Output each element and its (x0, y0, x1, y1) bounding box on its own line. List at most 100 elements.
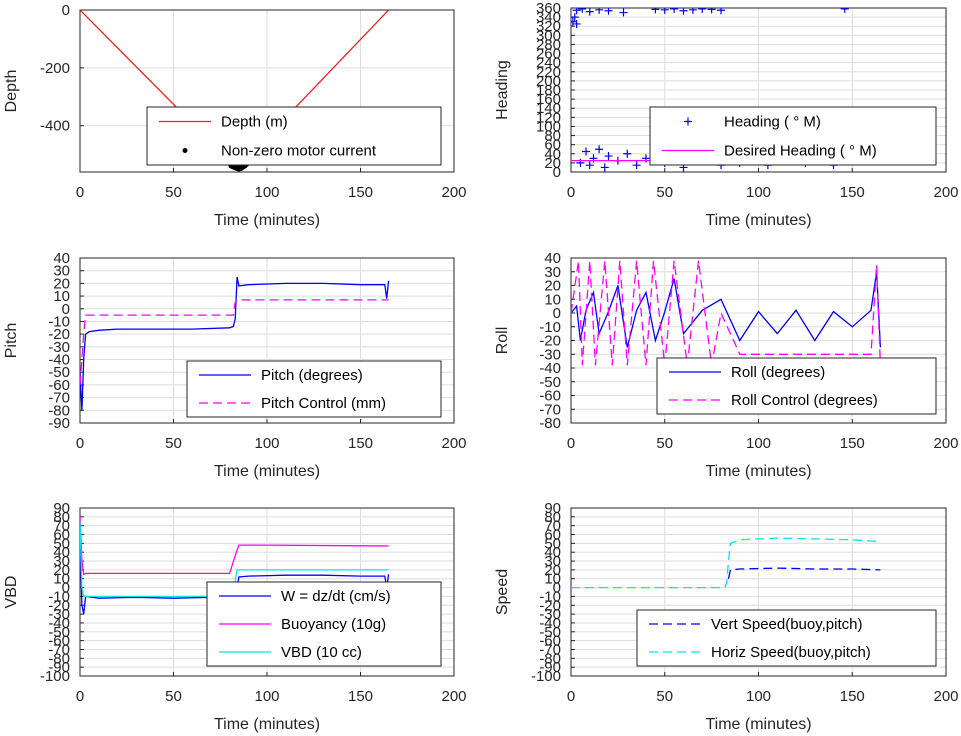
y-tick-label: -90 (48, 659, 70, 676)
data-point (604, 8, 613, 15)
legend-label: Heading ( ° M) (724, 114, 821, 131)
y-tick-label: 260 (536, 46, 561, 63)
data-point (595, 145, 604, 154)
y-tick-label: 0 (553, 305, 561, 322)
y-tick-label: -70 (48, 641, 70, 658)
x-tick-label: 200 (441, 688, 466, 705)
data-point (623, 149, 632, 158)
y-tick-label: -70 (48, 390, 70, 407)
y-tick-label: 10 (544, 291, 561, 308)
data-point (604, 152, 613, 161)
y-tick-label: 20 (544, 562, 561, 579)
legend-label: Roll Control (degrees) (731, 392, 878, 409)
y-tick-label: -70 (539, 641, 561, 658)
y-tick-label: -90 (539, 659, 561, 676)
y-tick-label: -50 (539, 624, 561, 641)
x-tick-label: 0 (76, 435, 84, 452)
legend-label: Vert Speed(buoy,pitch) (711, 616, 862, 633)
legend-label: Non-zero motor current (221, 143, 377, 160)
data-point (578, 8, 587, 13)
y-tick-label: 80 (53, 509, 70, 526)
y-tick-label: -90 (48, 415, 70, 432)
x-axis-label: Time (minutes) (705, 463, 811, 480)
legend: Roll (degrees) Roll Control (degrees) (656, 357, 937, 415)
x-tick-label: 50 (165, 435, 182, 452)
chart-panel-pitch: 0 50 100 150 200403020100-10-20-30-40-50-60-… (3, 250, 467, 480)
y-tick-label: 20 (544, 278, 561, 295)
y-tick-label: 80 (544, 509, 561, 526)
y-tick-label: 0 (62, 2, 70, 19)
data-point (595, 8, 604, 14)
y-tick-label: 40 (544, 544, 561, 561)
y-tick-label: -10 (48, 313, 70, 330)
x-tick-label: 0 (76, 184, 84, 201)
series-group (571, 537, 881, 589)
legend-label: Pitch (degrees) (261, 367, 363, 384)
x-tick-label: 150 (348, 688, 373, 705)
y-tick-label: 180 (536, 82, 561, 99)
x-tick-label: 150 (348, 184, 373, 201)
legend-box (146, 106, 442, 166)
y-tick-label: -100 (531, 668, 561, 685)
y-tick-label: -80 (48, 650, 70, 667)
x-tick-label: 50 (656, 184, 673, 201)
series-line (727, 567, 881, 579)
chart-panel-speed: 0 50 100 150 2009080706050403020100-10-20-30… (494, 500, 959, 733)
data-point (585, 8, 594, 16)
x-tick-label: 200 (933, 688, 958, 705)
chart-panel-depth: 0 50 100 150 200 0 -200 -400 Time (minutes) Depth… (3, 2, 467, 229)
x-tick-label: 0 (567, 435, 575, 452)
legend-swatch (182, 148, 188, 153)
y-tick-label: -40 (539, 360, 561, 377)
y-tick-label: 40 (53, 544, 70, 561)
y-tick-label: 10 (53, 288, 70, 305)
x-axis-label: Time (minutes) (214, 716, 320, 733)
x-tick-label: 200 (441, 184, 466, 201)
y-tick-label: 90 (544, 500, 561, 517)
y-tick-label: 40 (544, 146, 561, 163)
y-tick-label: 0 (62, 580, 70, 597)
y-tick-label: 90 (53, 500, 70, 517)
x-tick-label: 150 (840, 435, 865, 452)
y-tick-label: 0 (62, 301, 70, 318)
data-point (679, 8, 688, 15)
x-tick-label: 200 (441, 435, 466, 452)
y-tick-label: 60 (544, 527, 561, 544)
data-point (651, 8, 660, 14)
y-tick-label: 50 (544, 535, 561, 552)
x-tick-label: 50 (165, 184, 182, 201)
data-point (585, 161, 594, 170)
y-tick-label: 40 (544, 250, 561, 267)
x-tick-label: 100 (254, 688, 279, 705)
y-tick-label: 20 (544, 155, 561, 172)
y-tick-label: 240 (536, 55, 561, 72)
x-tick-label: 100 (746, 435, 771, 452)
y-tick-label: -10 (539, 319, 561, 336)
x-tick-label: 0 (76, 688, 84, 705)
series-line (571, 537, 881, 589)
data-point (619, 8, 628, 17)
y-tick-label: 220 (536, 64, 561, 81)
x-tick-label: 50 (656, 435, 673, 452)
x-tick-label: 100 (746, 184, 771, 201)
y-tick-label: 20 (53, 275, 70, 292)
x-tick-label: 150 (840, 184, 865, 201)
x-tick-label: 150 (840, 688, 865, 705)
series-line (571, 271, 882, 348)
y-tick-label: -60 (48, 633, 70, 650)
legend: Vert Speed(buoy,pitch) Horiz Speed(buoy,p… (636, 609, 937, 667)
x-tick-label: 50 (656, 688, 673, 705)
data-point (840, 8, 849, 13)
y-tick-label: 80 (544, 128, 561, 145)
x-tick-label: 0 (567, 688, 575, 705)
y-tick-label: -80 (48, 402, 70, 419)
series-group (571, 260, 882, 366)
y-tick-label: 40 (53, 250, 70, 267)
x-axis-label: Time (minutes) (214, 463, 320, 480)
y-tick-label: -40 (48, 352, 70, 369)
y-tick-label: -80 (539, 650, 561, 667)
legend-box (186, 360, 442, 418)
data-point (660, 8, 669, 14)
series-line (80, 276, 390, 411)
